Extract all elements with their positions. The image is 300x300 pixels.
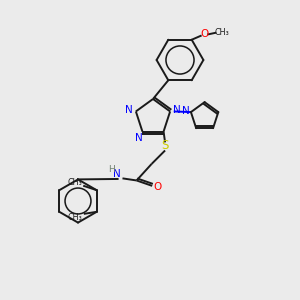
Text: S: S bbox=[161, 140, 169, 152]
Text: CH₃: CH₃ bbox=[215, 28, 230, 37]
Text: O: O bbox=[200, 29, 208, 39]
Text: N: N bbox=[182, 106, 190, 116]
Text: N: N bbox=[135, 133, 143, 142]
Text: N: N bbox=[173, 105, 181, 115]
Text: H: H bbox=[108, 165, 115, 174]
Text: N: N bbox=[125, 105, 133, 115]
Text: O: O bbox=[154, 182, 162, 192]
Text: CH₃: CH₃ bbox=[68, 178, 82, 187]
Text: CH₃: CH₃ bbox=[68, 213, 82, 222]
Text: N: N bbox=[113, 169, 121, 179]
